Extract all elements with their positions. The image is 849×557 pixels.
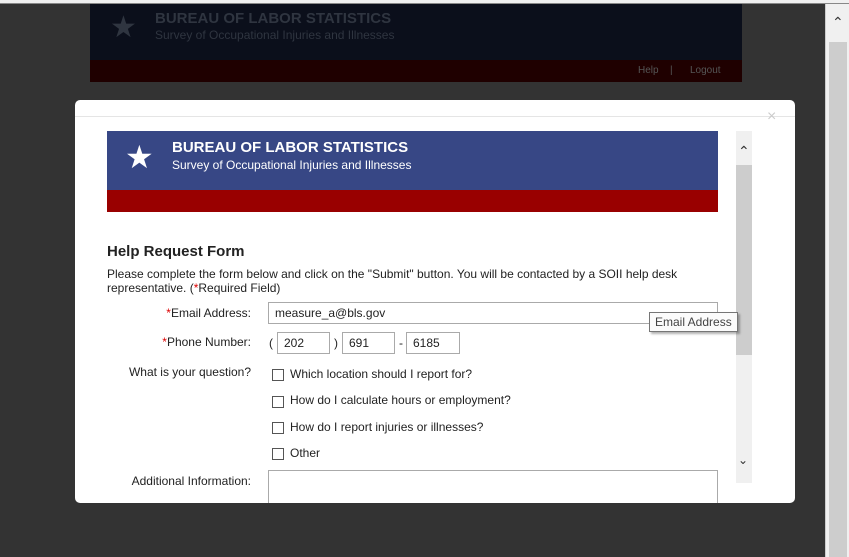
question-label: What is your question?: [128, 365, 251, 379]
banner-red-bar: [107, 190, 718, 212]
option-label-other[interactable]: Other: [290, 446, 321, 460]
email-tooltip: Email Address: [649, 312, 738, 332]
form-title: Help Request Form: [107, 243, 245, 260]
bls-logo-icon: ★: [110, 11, 137, 44]
nav-help-link[interactable]: Help: [638, 65, 659, 76]
scroll-up-icon[interactable]: ⌃: [738, 143, 750, 159]
additional-info-label: Additional Information:: [131, 474, 251, 488]
close-icon[interactable]: ×: [767, 108, 777, 125]
bls-banner: ★ BUREAU OF LABOR STATISTICS Survey of O…: [107, 131, 718, 190]
modal-header-divider: [75, 116, 795, 117]
browser-scrollbar[interactable]: ⌃: [825, 4, 849, 557]
option-checkbox-other[interactable]: [272, 448, 284, 460]
intro-text: Please complete the form below and click…: [107, 267, 678, 295]
phone-dash: -: [399, 336, 403, 350]
phone-label-text: Phone Number:: [166, 335, 251, 349]
window-top-border: [0, 0, 849, 4]
phone-area-code-field[interactable]: 202: [277, 332, 330, 354]
option-checkbox-injuries[interactable]: [272, 422, 284, 434]
background-nav-bar: [90, 60, 742, 82]
nav-divider: |: [670, 65, 673, 76]
background-title: BUREAU OF LABOR STATISTICS: [155, 10, 392, 27]
additional-info-textarea[interactable]: [268, 470, 718, 503]
browser-scrollbar-thumb[interactable]: [829, 42, 847, 557]
banner-title: BUREAU OF LABOR STATISTICS: [172, 139, 409, 156]
option-label-hours[interactable]: How do I calculate hours or employment?: [290, 393, 511, 407]
scroll-up-icon[interactable]: ⌃: [832, 14, 844, 30]
required-marker: *: [162, 335, 167, 349]
phone-prefix-field[interactable]: 691: [342, 332, 395, 354]
form-intro: Please complete the form below and click…: [107, 267, 697, 295]
background-header: ★ BUREAU OF LABOR STATISTICS Survey of O…: [90, 4, 742, 60]
email-label-text: Email Address:: [170, 306, 251, 320]
phone-open-paren: (: [269, 336, 273, 350]
scroll-down-icon[interactable]: ⌄: [738, 453, 749, 467]
required-marker: *: [193, 281, 199, 295]
nav-logout-link[interactable]: Logout: [690, 65, 721, 76]
required-marker: *: [166, 306, 171, 320]
phone-line-field[interactable]: 6185: [406, 332, 460, 354]
help-request-modal: × ★ BUREAU OF LABOR STATISTICS Survey of…: [75, 100, 795, 503]
phone-close-paren: ): [334, 336, 338, 350]
modal-scrollbar[interactable]: ⌃ ⌄: [736, 131, 752, 483]
option-checkbox-hours[interactable]: [272, 396, 284, 408]
modal-scrollbar-thumb[interactable]: [736, 165, 752, 355]
phone-label: *Phone Number:: [75, 335, 251, 349]
background-subtitle: Survey of Occupational Injuries and Illn…: [155, 28, 395, 42]
option-checkbox-location[interactable]: [272, 369, 284, 381]
bls-logo-icon: ★: [125, 139, 154, 175]
email-label: *Email Address:: [75, 306, 251, 320]
required-note: Required Field): [198, 281, 281, 295]
option-label-location[interactable]: Which location should I report for?: [290, 367, 473, 381]
option-label-injuries[interactable]: How do I report injuries or illnesses?: [290, 420, 484, 434]
banner-subtitle: Survey of Occupational Injuries and Illn…: [172, 158, 412, 172]
